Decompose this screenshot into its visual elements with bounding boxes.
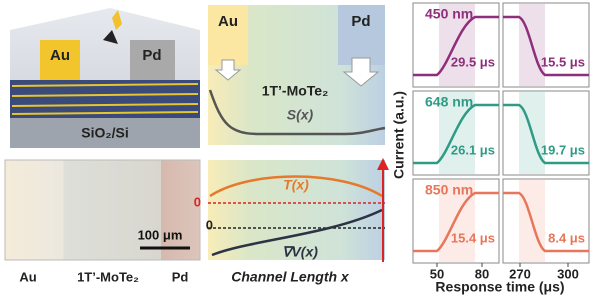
fall-label: 19.7 μs	[541, 142, 585, 157]
mote2-label: 1T’-MoTe₂	[77, 269, 139, 284]
pd-label: Pd	[351, 13, 370, 30]
x-tick-label: 80	[475, 266, 489, 281]
scale-label: 100 μm	[138, 227, 183, 242]
fall-label: 8.4 μs	[548, 230, 585, 245]
wavelength-label: 648 nm	[425, 94, 473, 110]
micrograph: 100 μm Au 1T’-MoTe₂ Pd	[5, 160, 200, 284]
y-label: Current (a.u.)	[391, 91, 407, 179]
schematic: Au Pd SiO₂/Si	[10, 8, 200, 148]
fall-label: 15.5 μs	[541, 54, 585, 69]
band-diagram: Au Pd 1T’-MoTe₂ S(x)	[208, 5, 385, 145]
rise-label: 15.4 μs	[451, 230, 495, 245]
v-label: ∇V(x)	[282, 244, 318, 260]
substrate-label: SiO₂/Si	[81, 125, 128, 141]
x-label: Response time (μs)	[435, 279, 564, 295]
material-label: 1T’-MoTe₂	[262, 83, 329, 99]
pd-label: Pd	[142, 47, 161, 64]
response-panels: Current (a.u.) Response time (μs) 450 nm…	[391, 3, 589, 295]
zero-label: 0	[194, 194, 201, 209]
profiles: T(x) ∇V(x) 0 0 Channel Length x	[194, 158, 389, 285]
pd-label: Pd	[172, 269, 189, 284]
x-tick-label: 50	[430, 266, 444, 281]
x-label: Channel Length x	[231, 269, 350, 285]
figure: Au Pd SiO₂/Si 100 μm Au 1T’-MoTe₂ Pd Au …	[0, 0, 601, 297]
wavelength-label: 450 nm	[425, 6, 473, 22]
t-label: T(x)	[283, 177, 309, 193]
s-label: S(x)	[287, 107, 314, 123]
au-label: Au	[19, 269, 36, 284]
zero-label: 0	[206, 217, 213, 232]
rise-label: 29.5 μs	[451, 54, 495, 69]
au-label: Au	[218, 13, 238, 30]
rise-label: 26.1 μs	[451, 142, 495, 157]
x-tick-label: 300	[557, 266, 579, 281]
wavelength-label: 850 nm	[425, 182, 473, 198]
au-label: Au	[50, 47, 70, 64]
x-tick-label: 270	[509, 266, 531, 281]
micrograph-image	[5, 160, 200, 260]
